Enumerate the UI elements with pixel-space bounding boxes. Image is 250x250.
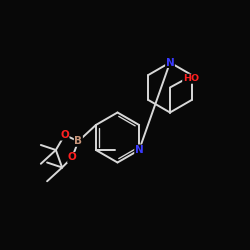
- Text: HO: HO: [183, 74, 199, 83]
- Text: B: B: [74, 136, 82, 146]
- Text: O: O: [68, 152, 76, 162]
- Text: N: N: [166, 58, 174, 68]
- Text: O: O: [60, 130, 69, 140]
- Text: N: N: [135, 145, 143, 155]
